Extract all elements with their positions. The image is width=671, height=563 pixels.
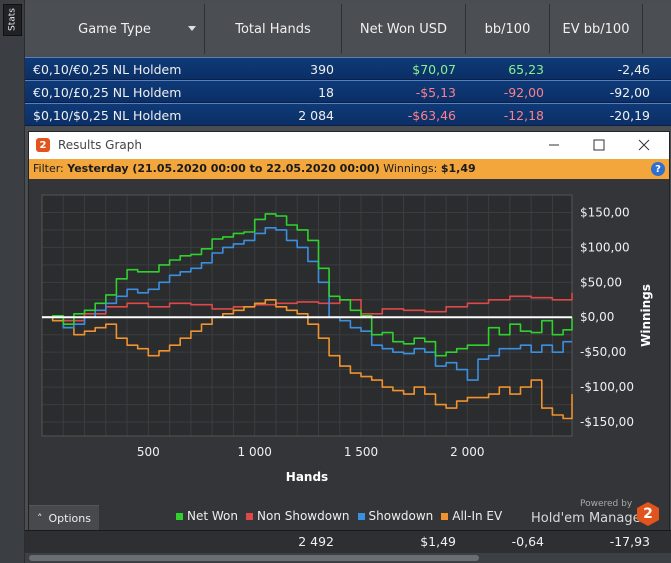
column-ev-bb100[interactable]: EV bb/100	[550, 4, 643, 54]
hands-cell: 390	[310, 62, 334, 77]
ev-bb100-cell: -2,46	[617, 62, 650, 77]
total-net-won-cell: $1,49	[420, 534, 456, 549]
column-total-hands[interactable]: Total Hands	[205, 4, 342, 54]
column-ev-bb100-label: EV bb/100	[562, 21, 630, 37]
powered-by-text: Powered by	[580, 499, 633, 509]
legend-item-non-showdown[interactable]: Non Showdown	[246, 509, 350, 523]
column-bb100-label: bb/100	[484, 21, 531, 37]
help-icon[interactable]: ?	[651, 162, 665, 176]
series-line-net-won	[42, 213, 573, 357]
y-tick-label: -$50,00	[580, 345, 626, 359]
column-net-won[interactable]: Net Won USD	[342, 4, 466, 54]
maximize-button[interactable]	[584, 135, 614, 155]
horizontal-scrollbar[interactable]	[25, 553, 671, 563]
table-header: Game Type Total Hands Net Won USD bb/100…	[25, 4, 671, 54]
legend-item-allin-ev[interactable]: All-In EV	[441, 509, 502, 523]
close-button[interactable]	[629, 135, 659, 155]
chevron-up-icon: ˄	[37, 511, 43, 525]
ev-bb100-cell: -92,00	[609, 85, 650, 100]
ev-bb100-cell: -20,19	[609, 108, 650, 123]
legend-item-net-won[interactable]: Net Won	[176, 509, 238, 523]
winnings-label: Winnings:	[383, 162, 438, 175]
hm2-brand-logo-icon: 2	[637, 502, 659, 526]
net-won-cell: $70,07	[412, 62, 456, 77]
window-title: Results Graph	[58, 138, 142, 152]
hands-cell: 18	[318, 85, 334, 100]
column-game-type-label: Game Type	[78, 21, 151, 37]
results-graph-window: 2 Results Graph Filter: Yesterday (21.05…	[28, 131, 670, 532]
x-tick-label: 500	[137, 445, 160, 459]
x-tick-label: 1 000	[238, 445, 272, 459]
game-type-cell: €0,10/€0,25 NL Holdem	[33, 62, 182, 77]
results-chart: $150,00 $100,00 $50,00 $0,00 -$50,00 -$100,00…	[41, 194, 653, 484]
column-bb100[interactable]: bb/100	[466, 4, 550, 54]
column-total-hands-label: Total Hands	[235, 21, 311, 37]
close-icon	[638, 139, 650, 151]
filter-value: Yesterday (21.05.2020 00:00 to 22.05.202…	[67, 162, 380, 175]
y-tick-label: $50,00	[580, 275, 622, 289]
table-body: €0,10/€0,25 NL Holdem 390 $70,07 65,23 -…	[25, 57, 671, 126]
legend-swatch	[357, 512, 365, 520]
table-row[interactable]: $0,10/$0,25 NL Holdem 2 084 -$63,46 -12,…	[25, 103, 671, 126]
game-type-cell: €0,10/£0,25 NL Holdem	[33, 85, 182, 100]
series-line-non-showdown	[42, 292, 573, 322]
table-row[interactable]: €0,10/£0,25 NL Holdem 18 -$5,13 -92,00 -…	[25, 80, 671, 103]
total-bb100-cell: -0,64	[511, 534, 544, 549]
stats-sidebar: Stats	[0, 0, 25, 563]
options-label: Options	[48, 511, 91, 525]
window-titlebar[interactable]: 2 Results Graph	[29, 132, 669, 159]
bb100-cell: -92,00	[503, 85, 544, 100]
y-tick-label: $100,00	[580, 240, 630, 254]
x-tick-label: 1 500	[344, 445, 378, 459]
bb100-cell: 65,23	[508, 62, 544, 77]
total-ev-bb100-cell: -17,93	[609, 534, 650, 549]
y-tick-label: $0,00	[580, 310, 614, 324]
column-game-type[interactable]: Game Type	[25, 4, 205, 54]
stats-tab[interactable]: Stats	[3, 4, 22, 36]
legend-label: All-In EV	[452, 509, 503, 523]
y-tick-label: $150,00	[580, 205, 630, 219]
x-axis-title: Hands	[286, 470, 328, 484]
legend-swatch	[441, 512, 449, 520]
y-tick-label: -$100,00	[580, 380, 634, 394]
brand-name: Hold'em Manager	[531, 511, 646, 526]
chart-legend: Net Won Non Showdown Showdown All-In EV	[176, 509, 502, 523]
bb100-cell: -12,18	[503, 108, 544, 123]
filter-prefix: Filter:	[33, 162, 64, 175]
y-tick-label: -$150,00	[580, 415, 634, 429]
plot-frame	[41, 194, 573, 437]
minimize-icon	[549, 144, 559, 146]
legend-label: Net Won	[187, 509, 238, 523]
options-button[interactable]: ˄ Options	[29, 505, 99, 530]
game-type-cell: $0,10/$0,25 NL Holdem	[33, 108, 182, 123]
maximize-icon	[593, 139, 605, 151]
series-line-all-in-ev	[42, 299, 573, 420]
legend-swatch	[246, 512, 253, 520]
table-row[interactable]: €0,10/€0,25 NL Holdem 390 $70,07 65,23 -…	[25, 57, 671, 80]
net-won-cell: -$63,46	[407, 108, 456, 123]
scrollbar-thumb[interactable]	[29, 555, 479, 561]
legend-label: Non Showdown	[257, 509, 350, 523]
net-won-cell: -$5,13	[415, 85, 456, 100]
dropdown-arrow-icon[interactable]	[188, 26, 196, 31]
minimize-button[interactable]	[539, 135, 569, 155]
legend-item-showdown[interactable]: Showdown	[357, 509, 434, 523]
y-axis-title: Winnings	[639, 284, 653, 347]
x-tick-label: 2 000	[450, 445, 484, 459]
table-totals-row: 2 492 $1,49 -0,64 -17,93	[25, 530, 671, 554]
total-hands-cell: 2 492	[298, 534, 334, 549]
winnings-value: $1,49	[440, 162, 476, 175]
hands-cell: 2 084	[298, 108, 334, 123]
legend-label: Showdown	[368, 509, 434, 523]
hm2-logo-icon: 2	[36, 138, 50, 152]
filter-bar: Filter: Yesterday (21.05.2020 00:00 to 2…	[29, 159, 669, 179]
plot-area	[42, 195, 572, 436]
column-net-won-label: Net Won USD	[359, 21, 448, 37]
series-line-showdown	[42, 227, 572, 381]
legend-swatch	[176, 512, 183, 520]
